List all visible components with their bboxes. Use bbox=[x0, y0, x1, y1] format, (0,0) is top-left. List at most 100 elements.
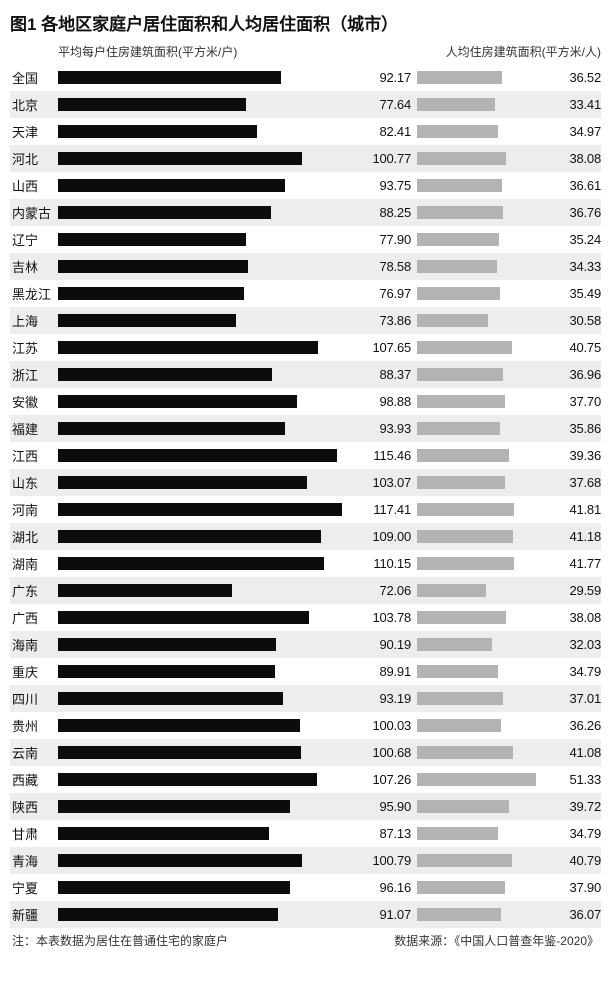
bar-cell-percapita bbox=[417, 638, 545, 651]
bar-cell-percapita bbox=[417, 179, 545, 192]
bar-household bbox=[58, 233, 246, 246]
bar-cell-percapita bbox=[417, 341, 545, 354]
region-label: 四川 bbox=[10, 689, 58, 708]
region-label: 陕西 bbox=[10, 797, 58, 816]
bar-cell-household bbox=[58, 746, 359, 759]
data-row: 甘肃87.1334.79 bbox=[10, 820, 601, 847]
value-percapita: 37.01 bbox=[545, 691, 601, 706]
region-label: 海南 bbox=[10, 635, 58, 654]
value-household: 96.16 bbox=[359, 880, 417, 895]
bar-cell-household bbox=[58, 773, 359, 786]
bar-household bbox=[58, 287, 244, 300]
footer-note: 注：本表数据为居住在普通住宅的家庭户 bbox=[12, 932, 228, 949]
value-household: 103.07 bbox=[359, 475, 417, 490]
data-row: 黑龙江76.9735.49 bbox=[10, 280, 601, 307]
bar-cell-percapita bbox=[417, 314, 545, 327]
bar-cell-household bbox=[58, 341, 359, 354]
bar-percapita bbox=[417, 881, 505, 894]
data-row: 新疆91.0736.07 bbox=[10, 901, 601, 928]
bar-percapita bbox=[417, 260, 497, 273]
bar-cell-household bbox=[58, 422, 359, 435]
value-household: 93.19 bbox=[359, 691, 417, 706]
bar-percapita bbox=[417, 692, 503, 705]
bar-cell-household bbox=[58, 503, 359, 516]
region-label: 广西 bbox=[10, 608, 58, 627]
bar-household bbox=[58, 395, 297, 408]
bar-percapita bbox=[417, 665, 498, 678]
bar-cell-percapita bbox=[417, 773, 545, 786]
value-household: 109.00 bbox=[359, 529, 417, 544]
bar-percapita bbox=[417, 422, 500, 435]
bar-cell-household bbox=[58, 854, 359, 867]
bar-cell-household bbox=[58, 665, 359, 678]
bar-household bbox=[58, 152, 302, 165]
value-percapita: 34.79 bbox=[545, 664, 601, 679]
bar-percapita bbox=[417, 611, 506, 624]
value-percapita: 36.52 bbox=[545, 70, 601, 85]
bar-percapita bbox=[417, 179, 502, 192]
region-label: 全国 bbox=[10, 68, 58, 87]
bar-cell-percapita bbox=[417, 152, 545, 165]
bar-household bbox=[58, 71, 281, 84]
bar-cell-household bbox=[58, 638, 359, 651]
bar-cell-household bbox=[58, 530, 359, 543]
bar-household bbox=[58, 908, 278, 921]
region-label: 北京 bbox=[10, 95, 58, 114]
bar-cell-percapita bbox=[417, 260, 545, 273]
bar-cell-household bbox=[58, 692, 359, 705]
data-row: 河南117.4141.81 bbox=[10, 496, 601, 523]
bar-cell-percapita bbox=[417, 71, 545, 84]
chart-title: 图1 各地区家庭户居住面积和人均居住面积（城市） bbox=[10, 10, 601, 35]
value-household: 100.77 bbox=[359, 151, 417, 166]
bar-household bbox=[58, 341, 318, 354]
bar-household bbox=[58, 611, 309, 624]
data-row: 海南90.1932.03 bbox=[10, 631, 601, 658]
bar-cell-percapita bbox=[417, 422, 545, 435]
value-percapita: 29.59 bbox=[545, 583, 601, 598]
bar-percapita bbox=[417, 233, 499, 246]
data-row: 陕西95.9039.72 bbox=[10, 793, 601, 820]
value-household: 100.79 bbox=[359, 853, 417, 868]
region-label: 天津 bbox=[10, 122, 58, 141]
bar-household bbox=[58, 719, 300, 732]
region-label: 云南 bbox=[10, 743, 58, 762]
bar-percapita bbox=[417, 800, 509, 813]
bar-cell-household bbox=[58, 179, 359, 192]
region-label: 湖北 bbox=[10, 527, 58, 546]
bar-percapita bbox=[417, 908, 501, 921]
bar-cell-household bbox=[58, 287, 359, 300]
bar-cell-percapita bbox=[417, 98, 545, 111]
bar-cell-percapita bbox=[417, 881, 545, 894]
data-row: 西藏107.2651.33 bbox=[10, 766, 601, 793]
value-percapita: 41.18 bbox=[545, 529, 601, 544]
value-household: 100.68 bbox=[359, 745, 417, 760]
value-household: 90.19 bbox=[359, 637, 417, 652]
value-household: 107.26 bbox=[359, 772, 417, 787]
bar-cell-percapita bbox=[417, 233, 545, 246]
bar-percapita bbox=[417, 287, 500, 300]
data-row: 浙江88.3736.96 bbox=[10, 361, 601, 388]
data-row: 湖北 109.00 41.18 bbox=[10, 523, 601, 550]
bar-cell-household bbox=[58, 260, 359, 273]
region-label: 甘肃 bbox=[10, 824, 58, 843]
value-household: 117.41 bbox=[359, 502, 417, 517]
region-label: 江西 bbox=[10, 446, 58, 465]
bar-household bbox=[58, 368, 272, 381]
bar-cell-percapita bbox=[417, 854, 545, 867]
data-row: 安徽98.8837.70 bbox=[10, 388, 601, 415]
region-label: 黑龙江 bbox=[10, 284, 58, 303]
value-percapita: 36.96 bbox=[545, 367, 601, 382]
bar-cell-percapita bbox=[417, 125, 545, 138]
bar-cell-percapita bbox=[417, 557, 545, 570]
bar-household bbox=[58, 179, 285, 192]
bar-percapita bbox=[417, 341, 512, 354]
value-percapita: 41.77 bbox=[545, 556, 601, 571]
data-row: 云南100.6841.08 bbox=[10, 739, 601, 766]
bar-household bbox=[58, 503, 342, 516]
value-household: 76.97 bbox=[359, 286, 417, 301]
value-percapita: 41.81 bbox=[545, 502, 601, 517]
bar-cell-household bbox=[58, 584, 359, 597]
bar-cell-household bbox=[58, 206, 359, 219]
data-row: 辽宁77.9035.24 bbox=[10, 226, 601, 253]
value-household: 72.06 bbox=[359, 583, 417, 598]
